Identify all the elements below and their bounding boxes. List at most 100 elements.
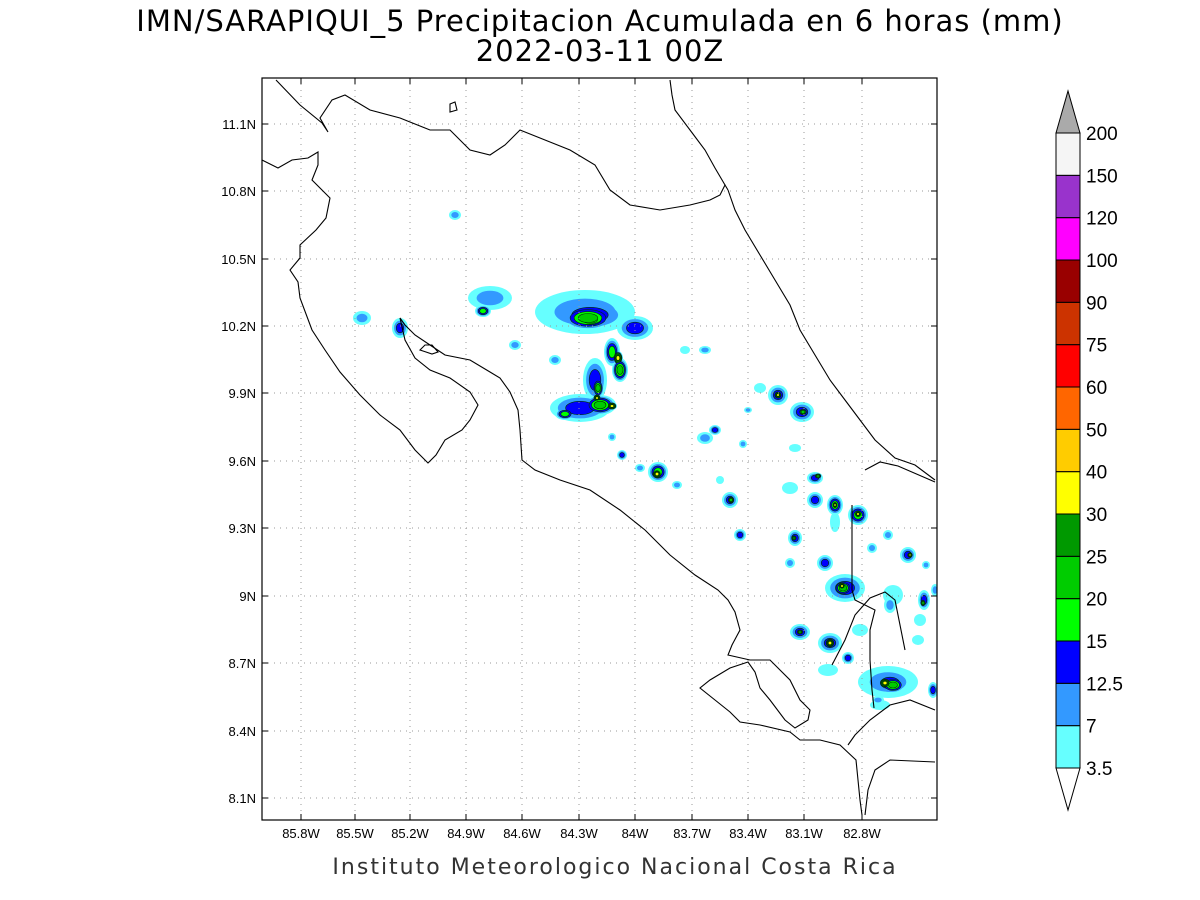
precipitation-cell [674, 482, 680, 488]
colorbar-swatch [1055, 513, 1081, 557]
color-legend: 3.5 7 12.5 15 20 25 30 40 50 60 75 90 100 120 150 200 [1055, 89, 1123, 812]
colorbar-label: 60 [1086, 378, 1107, 399]
latitude-tick-label: 10.5N [221, 252, 256, 267]
longitude-tick-label: 82.8W [843, 826, 881, 841]
precipitation-cell [810, 495, 820, 505]
colorbar-swatch [1055, 217, 1081, 261]
longitude-tick-label: 83.4W [729, 826, 767, 841]
precipitation-cell [637, 465, 643, 471]
precipitation-cell [820, 558, 830, 568]
precipitation-field [353, 210, 937, 710]
precipitation-cell [818, 664, 838, 676]
colorbar-label: 30 [1086, 505, 1107, 526]
precipitation-cell [595, 396, 599, 400]
latitude-tick-label: 8.7N [229, 656, 256, 671]
precipitation-cell [923, 562, 929, 568]
colorbar-label: 7 [1086, 717, 1097, 738]
colorbar-swatch [1055, 598, 1081, 642]
colorbar-label: 20 [1086, 590, 1107, 611]
latitude-tick-label: 9.3N [229, 521, 256, 536]
latitude-tick-label: 10.8N [221, 184, 256, 199]
precipitation-cell [754, 383, 766, 393]
colorbar-label: 120 [1086, 209, 1118, 230]
colorbar-label: 40 [1086, 463, 1107, 484]
colorbar-swatch [1055, 471, 1081, 515]
lat-lon-grid [262, 78, 937, 820]
precipitation-cell [816, 474, 820, 478]
colorbar-label: 25 [1086, 547, 1107, 568]
precipitation-cell [595, 383, 601, 393]
precipitation-cell [886, 600, 894, 610]
precipitation-cell [908, 553, 912, 557]
precipitation-cell [680, 346, 690, 354]
precipitation-cell [852, 624, 868, 636]
precipitation-cell [740, 441, 746, 447]
precipitation-cell [789, 444, 801, 452]
latitude-tick-label: 11.1N [222, 117, 256, 132]
precipitation-cell [476, 290, 504, 306]
precipitation-cell [551, 357, 559, 363]
colorbar-min-triangle [1055, 767, 1081, 812]
colorbar-swatch [1055, 174, 1081, 219]
precipitation-cell [921, 601, 925, 605]
latitude-axis: 11.1N 10.8N 10.5N 10.2N 9.9N 9.6N 9.3N 9N 8.7N 8.… [221, 117, 937, 806]
precipitation-cell [914, 614, 926, 626]
precipitation-cell [792, 536, 796, 540]
longitude-tick-label: 84.3W [560, 826, 598, 841]
precipitation-cell [798, 630, 802, 634]
precipitation-cell [511, 342, 519, 348]
colorbar-label: 12.5 [1086, 674, 1123, 695]
map-title: IMN/SARAPIQUI_5 Precipitacion Acumulada … [136, 4, 1064, 38]
latitude-tick-label: 10.2N [221, 319, 256, 334]
precipitation-cell [616, 365, 624, 375]
precipitation-cell [932, 586, 937, 594]
latitude-tick-label: 9.9N [229, 386, 256, 401]
precipitation-cell [827, 640, 832, 645]
precipitation-cell [716, 476, 724, 484]
precipitation-cell [882, 680, 888, 685]
colorbar-swatch [1055, 428, 1081, 473]
precipitation-cell [787, 560, 793, 566]
longitude-tick-label: 84W [622, 826, 649, 841]
colorbar-swatch [1055, 682, 1081, 727]
precipitation-cell [745, 408, 751, 412]
precipitation-cell [608, 345, 616, 359]
precipitation-cell [609, 404, 614, 408]
precipitation-cell [700, 434, 710, 442]
precipitation-cell [626, 321, 644, 335]
precipitation-cell [619, 452, 625, 458]
latitude-tick-label: 9N [239, 589, 256, 604]
colorbar-label: 75 [1086, 336, 1107, 357]
precipitation-cell [800, 410, 806, 414]
longitude-tick-label: 85.8W [282, 826, 320, 841]
precipitation-cell [479, 308, 487, 314]
precipitation-cell [930, 685, 936, 695]
colorbar-label: 150 [1086, 166, 1118, 187]
precipitation-cell [560, 411, 570, 417]
coastline [262, 79, 936, 816]
latitude-tick-label: 8.1N [229, 791, 256, 806]
map-datetime: 2022-03-11 00Z [475, 34, 725, 68]
precipitation-cell [844, 654, 852, 662]
longitude-tick-label: 83.7W [673, 826, 711, 841]
colorbar-label: 50 [1086, 420, 1107, 441]
colorbar-swatch [1055, 725, 1081, 769]
precipitation-cell [593, 400, 607, 410]
precipitation-cell [654, 471, 659, 476]
precipitation-cell [912, 635, 924, 645]
latitude-tick-label: 9.6N [229, 454, 256, 469]
colorbar-swatch [1055, 344, 1081, 388]
precipitation-cell [782, 482, 798, 494]
precipitation-cell [701, 347, 709, 353]
longitude-tick-label: 85.5W [336, 826, 374, 841]
precipitation-cell [833, 503, 837, 507]
longitude-axis: 85.8W 85.5W 85.2W 84.9W 84.6W 84.3W 84W 83.7W 83… [282, 78, 882, 841]
precipitation-cell [615, 355, 620, 361]
precipitation-cell [736, 531, 744, 539]
precipitation-cell [885, 532, 891, 538]
precipitation-cell [577, 313, 599, 323]
colorbar-label: 100 [1086, 251, 1118, 272]
precipitation-cell [711, 427, 719, 433]
colorbar-swatch [1055, 555, 1081, 600]
